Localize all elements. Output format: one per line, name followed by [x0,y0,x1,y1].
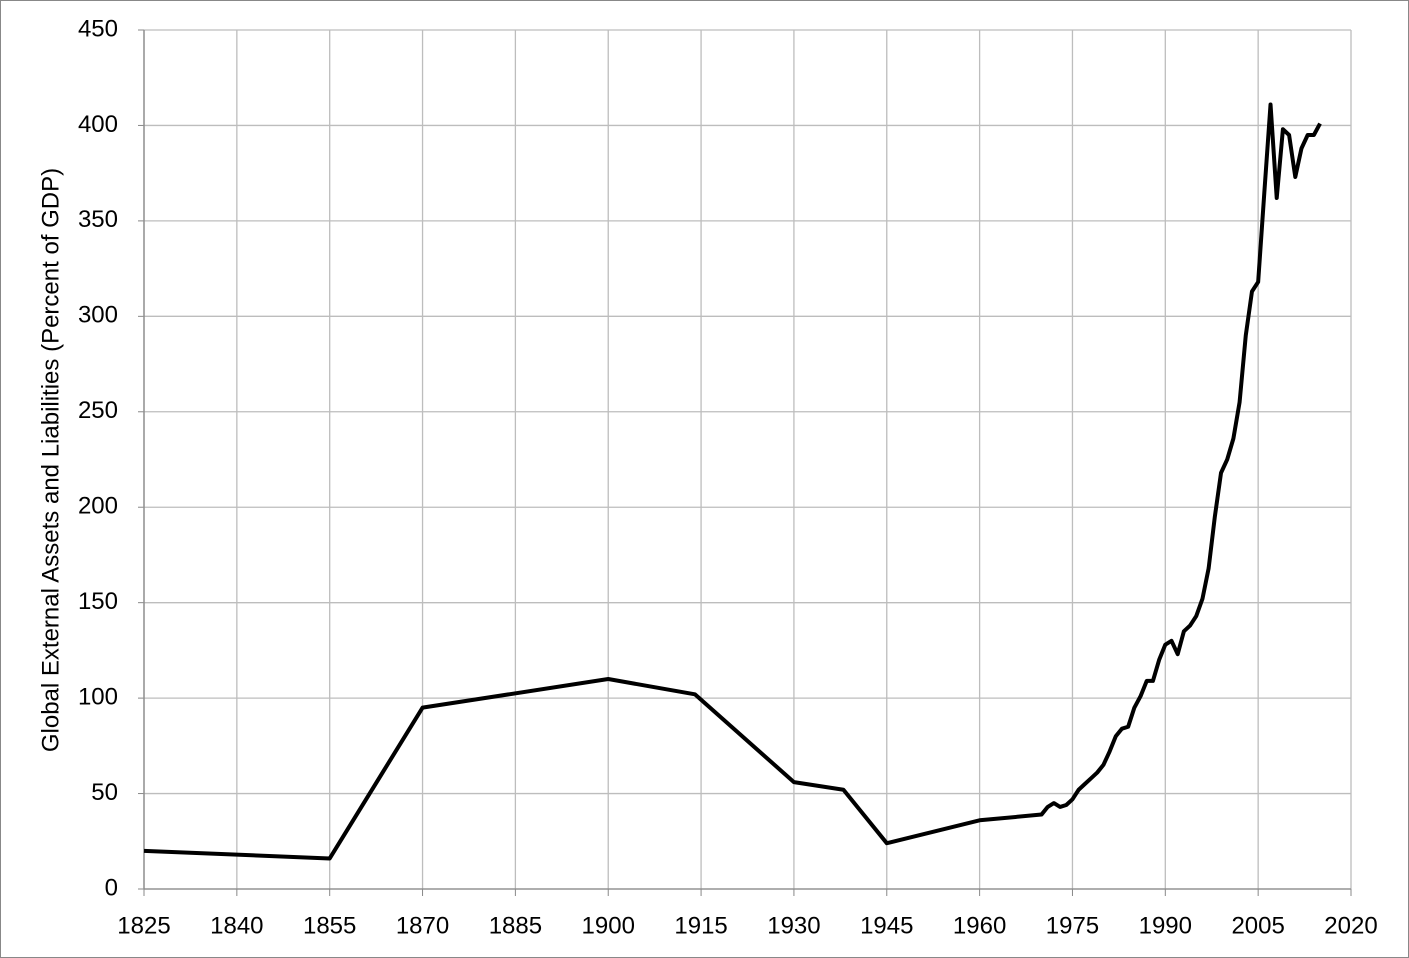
x-tick-label: 1825 [117,912,170,939]
x-tick-label: 1870 [396,912,449,939]
x-tick-label: 1990 [1139,912,1192,939]
x-tick-label: 1960 [953,912,1006,939]
y-tick-label: 200 [78,493,118,520]
y-axis-label: Global External Assets and Liabilities (… [37,168,64,752]
x-tick-label: 1930 [767,912,820,939]
y-tick-label: 150 [78,588,118,615]
data-line [143,102,1322,861]
x-tick-label: 1975 [1046,912,1099,939]
y-tick-label: 0 [105,874,118,901]
y-tick-label: 400 [78,111,118,138]
x-tick-label: 1840 [210,912,263,939]
x-tick-label: 1855 [303,912,356,939]
x-tick-label: 1915 [674,912,727,939]
y-tick-label: 50 [91,779,118,806]
x-tick-label: 1885 [489,912,542,939]
x-tick-label: 1945 [860,912,913,939]
y-tick-label: 350 [78,206,118,233]
y-tick-label: 450 [78,15,118,42]
y-tick-label: 300 [78,302,118,329]
x-tick-label: 2005 [1231,912,1284,939]
y-tick-label: 100 [78,683,118,710]
x-tick-label: 1900 [582,912,635,939]
x-tick-label: 2020 [1324,912,1377,939]
y-tick-label: 250 [78,397,118,424]
